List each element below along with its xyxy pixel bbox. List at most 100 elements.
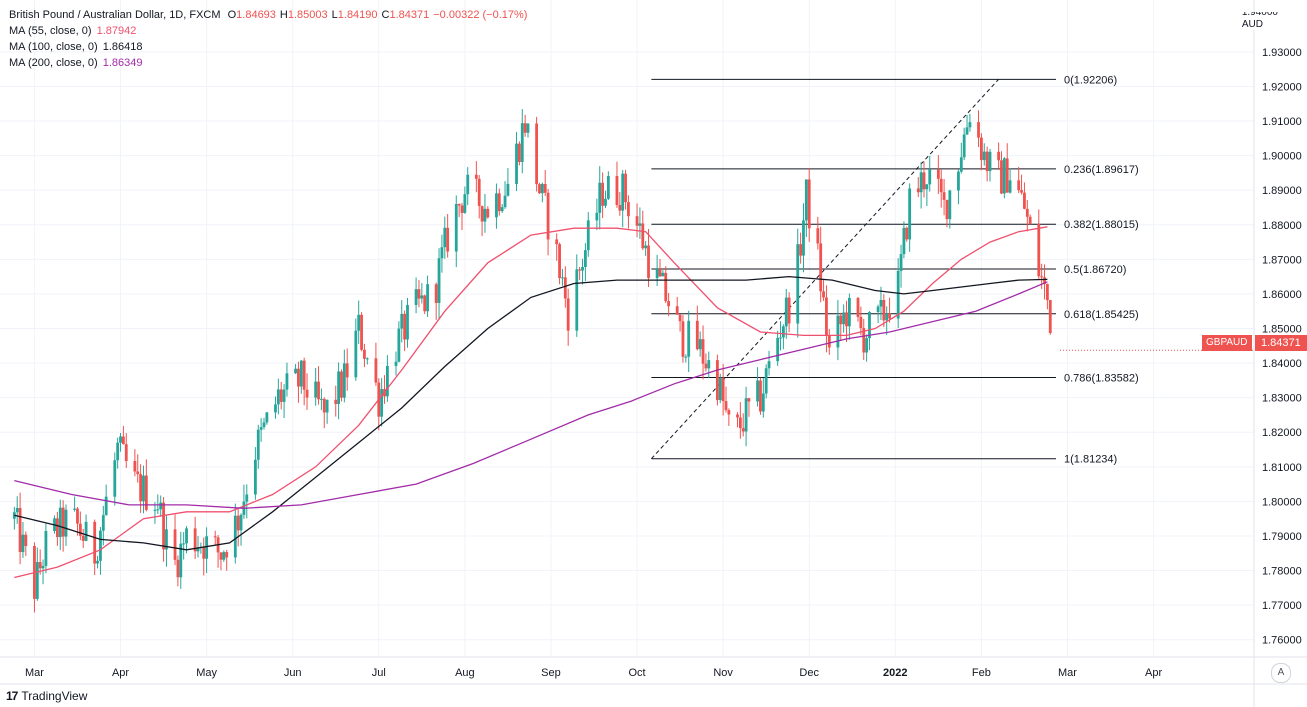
price-tick-label: 1.89000 [1262, 185, 1302, 197]
candle-body [1000, 160, 1003, 194]
price-tick-label: 1.91000 [1262, 116, 1302, 128]
candle-body [480, 205, 484, 222]
candle-body [902, 227, 906, 255]
candle-body [437, 258, 441, 303]
candle-body [888, 313, 891, 319]
candle-body [325, 399, 329, 413]
candle-body [142, 475, 145, 502]
candle [374, 342, 378, 386]
candle-body [759, 380, 762, 412]
candle [242, 484, 246, 519]
candle [486, 206, 490, 219]
candle-body [265, 412, 269, 423]
candle [420, 283, 424, 304]
candle-body [121, 436, 125, 445]
candle [638, 207, 642, 239]
candle-body [357, 314, 361, 331]
candle [761, 378, 765, 418]
candle-body [535, 123, 539, 185]
candle-body [182, 543, 186, 545]
candle [566, 288, 570, 346]
candle [618, 191, 622, 216]
candle [997, 142, 1001, 171]
ohlc-change: −0.00322 (−0.17%) [433, 9, 527, 21]
candle-body [365, 358, 369, 360]
candle-body [767, 361, 771, 369]
ma100-row[interactable]: MA (100, close, 0) 1.86418 [9, 39, 527, 55]
candle-body [816, 228, 820, 244]
candle [543, 170, 547, 197]
ma55-label: MA (55, close, 0) [9, 25, 92, 37]
candle [948, 189, 952, 229]
candle [38, 549, 42, 575]
time-tick-label: Apr [112, 667, 129, 679]
candle [718, 373, 722, 404]
candle-body [787, 297, 791, 324]
candle [781, 324, 785, 350]
fib-trend-line[interactable] [651, 78, 999, 460]
candle-body [397, 328, 401, 362]
candle [139, 464, 143, 513]
candle-body [695, 320, 699, 350]
price-axis-unit[interactable]: 1.94000 AUD [1239, 12, 1280, 30]
candle-body [1017, 180, 1021, 191]
candle [15, 496, 19, 524]
tradingview-branding[interactable]: 17 TradingView [6, 689, 87, 703]
candle-body [205, 536, 209, 559]
candle [236, 507, 240, 547]
candle [35, 547, 39, 601]
candle-body [299, 360, 303, 387]
chart-legend: British Pound / Australian Dollar, 1D, F… [9, 7, 527, 71]
candle [523, 114, 527, 137]
fib-level-label: 0(1.92206) [1064, 74, 1117, 86]
price-tick-label: 1.82000 [1262, 427, 1302, 439]
candle-body [948, 190, 952, 220]
candle-body [756, 380, 759, 402]
candle [985, 146, 989, 182]
candle-body [644, 245, 648, 249]
candle [173, 514, 177, 566]
candle [119, 432, 122, 452]
candle [968, 113, 972, 132]
candle-body [253, 459, 257, 495]
candle [727, 408, 731, 426]
candle [939, 169, 943, 208]
ohlc-label: C [381, 9, 390, 21]
candle [865, 334, 869, 362]
auto-scale-button[interactable]: A [1271, 663, 1291, 683]
candle-body [236, 515, 240, 531]
candle [314, 368, 318, 406]
candle [888, 297, 891, 323]
candle-body [635, 216, 639, 226]
candle [905, 226, 909, 242]
candle [297, 361, 300, 403]
candle [558, 242, 561, 285]
candle [741, 413, 745, 437]
candle [644, 241, 648, 256]
fib-level-label: 0.786(1.83582) [1064, 373, 1139, 385]
ma-line-0 [14, 226, 1048, 579]
fib-level-label: 0.5(1.86720) [1064, 264, 1126, 276]
candle-body [764, 368, 768, 394]
price-tick-label: 1.93000 [1262, 47, 1302, 59]
candle-body [374, 358, 378, 383]
candle [526, 123, 530, 138]
grid-lines [0, 0, 1254, 657]
candle [796, 228, 800, 338]
candle [99, 526, 102, 575]
candle [615, 161, 619, 208]
candle [58, 499, 62, 551]
ma-line-1 [14, 275, 1048, 551]
candle-body [1045, 284, 1049, 301]
candle [1000, 151, 1003, 195]
candle [1017, 166, 1021, 194]
candle-body [256, 429, 260, 460]
candle [957, 169, 960, 205]
candle [756, 367, 759, 407]
ma200-row[interactable]: MA (200, close, 0) 1.86349 [9, 55, 527, 71]
ma55-row[interactable]: MA (55, close, 0) 1.87942 [9, 23, 527, 39]
candle [76, 507, 79, 536]
candle [962, 127, 966, 161]
candle [595, 198, 599, 231]
